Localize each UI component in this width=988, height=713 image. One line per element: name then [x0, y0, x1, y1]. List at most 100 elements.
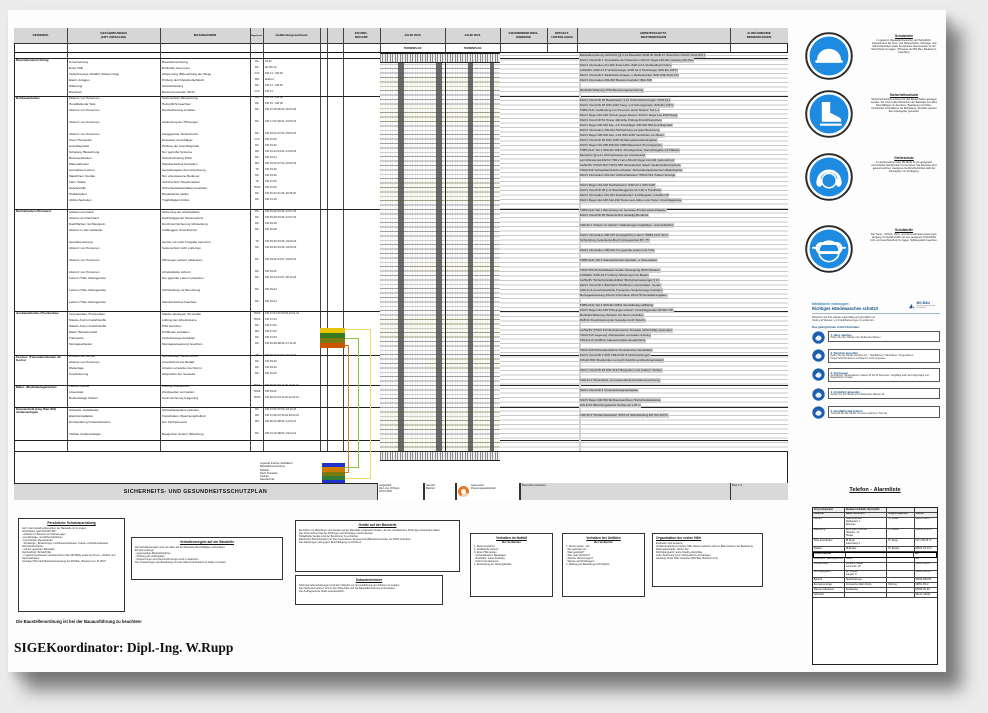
unfaelle-title: Verhalten bei Unfällen [586, 536, 621, 540]
text-line: KW 16-24 [265, 156, 277, 159]
col-massnahmen: Baustellenordnung Ersthelfer benennen Absp… [162, 53, 248, 451]
text-line: BG [255, 60, 259, 63]
alarm-cell-telefon: Telefon [915, 512, 924, 516]
pictogram-body: In gekennz. Baustellenbereichen gilt Hel… [871, 39, 937, 55]
text-line: DGUV Vorschrift 3 'Elektrische Anlagen u… [579, 73, 680, 78]
alarm-cell-ansprechpartner [887, 508, 915, 512]
text-line: KW 15-30 [265, 186, 277, 189]
text-line: DGUV Regel 101-038 /DIN EN 1996 Mauerwer… [579, 143, 663, 148]
text-line: KW 25-36 /15.06.-04.09.20 [265, 240, 297, 243]
alarm-cell-name: Stadt Erlensee Rathausstr. 1 Erlensee [845, 517, 888, 528]
wash-hands-icon [812, 388, 825, 401]
box-line: Sicherheitsschuhe: [22, 544, 44, 548]
text-line: Gerüstbelag /Seitenschutz [162, 354, 199, 358]
box-line: 1. Ruhe bewahren [474, 545, 495, 548]
alarm-cell-funktion: Polizei /Notruf [814, 552, 846, 557]
alarmliste-row: Bauleitung Arch.-Büro Schmidt Hauptstr. … [813, 528, 937, 540]
text-line: Absturz von Personen [69, 96, 100, 100]
erste-hilfe-title: Organisation der ersten Hilfe [656, 536, 702, 540]
text-line: Sichtprüfung vor Benutzung [162, 288, 201, 292]
text-line: KW 37-03 [265, 324, 277, 327]
connector-stub [345, 467, 358, 468]
notfall-lines: 1. Ruhe bewahren 2. Unfallstelle sichern 3… [474, 545, 549, 566]
alarmliste-row: Wasser /Abwasser Stadtwerke 06183 /91 90 [813, 588, 937, 594]
text-line: Leitern /Tritte /Kleingerüste [69, 300, 107, 304]
text-line: BG [255, 288, 259, 291]
text-line: Schweißerlaubnis einholen [162, 408, 199, 412]
text-line: Nur geprüfte Systeme [162, 150, 193, 154]
wash-step-title: 3. Zeit lassen [830, 370, 849, 375]
text-line: Ersthelfer benennen [162, 66, 190, 70]
text-line: BG [255, 210, 259, 213]
text-line [579, 428, 581, 433]
text-line: DIN 4124 /Böschungswinkel /Verbau ab 1,2… [579, 403, 642, 408]
geraete-box: Geräte auf der Baustelle Es dürfen nur M… [295, 520, 460, 572]
text-line: Nur unterwiesene Bediener [162, 174, 200, 178]
text-line: DGUV Regel 100-500 Kap. 2.29 /DIN 4235 '… [579, 133, 666, 138]
text-line: Absturz von Personen [69, 120, 100, 124]
text-line: BG [255, 156, 259, 159]
col-header-gewerke: GEWERKE [32, 33, 49, 38]
text-line: BG [255, 228, 259, 231]
text-line: DGUV Regel 100-501 /Erdbaumaschinen /Sic… [579, 398, 662, 403]
text-line: Gerüstbenutzung [69, 240, 93, 244]
ear-protection-pictogram [805, 153, 853, 201]
text-line [579, 373, 581, 378]
text-line: Nur geprüfte Leitern einsetzen [162, 276, 204, 280]
text-line: DIN [254, 150, 260, 153]
text-line: KW 15-18 /06.04.-30.04.20 [265, 108, 297, 111]
box-line: Aushang 'Erste Hilfe' beachten (BG Bau, … [656, 556, 719, 560]
alarmliste-title: Telefon - Alarmliste [849, 487, 901, 493]
text-line: Durchsturzsicherung /Abdeckung [162, 222, 208, 226]
alarm-cell-name [846, 552, 888, 557]
text-line: Transporte [69, 336, 84, 340]
alarmliste-row: Bauherr Stadt Erlensee Rathausstr. 1 Erl… [813, 517, 937, 529]
text-line: Merkblatt Witterung /PSA-Benutzungsveror… [579, 88, 644, 93]
alarm-cell-telefon: 112 [915, 557, 920, 561]
box-line: Den Anweisungen der Bauleitung und des S… [135, 560, 227, 564]
box-line: - bei Arbeiten übereinander [22, 538, 53, 542]
alarmliste-row: Ansprechpartner Neubau Umkleide /Sportpl… [813, 508, 937, 513]
text-line: Baustellenordnung /ArbSchG §§ 3-14 /Baus… [579, 53, 706, 58]
alarm-cell-name: Name /Anschrift [845, 512, 888, 517]
alarm-cell-telefon: 06181 /296-0 [915, 562, 930, 566]
gantt-dark-band [468, 63, 473, 451]
alarm-cell-ansprechpartner [887, 578, 915, 583]
text-line: KW 15-30 [265, 138, 277, 141]
alarm-cell-funktion: SiGe-Koordinator [813, 539, 846, 547]
text-line: KW 29-40 [265, 372, 277, 375]
box-line: - Was geschah? [566, 551, 585, 555]
alarm-cell-telefon: 06051 /84-0 [915, 583, 929, 586]
alarmliste-row: Statiker IB Becker Hr. Becker 06181 /22 … [813, 547, 937, 552]
col-header-bestimmungen: ARBEITSSCHUTZ- BESTIMMUNGEN [639, 31, 668, 39]
text-line [579, 298, 581, 303]
subunternehmer-lines: Subunternehmerleistungen sind dem SiGeKo… [299, 584, 439, 593]
text-line: DGUV Regel 112-198 'PSA gegen Absturz' /… [579, 308, 674, 313]
col-line [327, 28, 328, 451]
alarm-cell-telefon: 06183 /800-50 [915, 578, 932, 581]
col-header-ausfuehrende: AUSFÜHRENDE BEMERKUNGEN [746, 31, 772, 39]
gantt-chart [380, 63, 500, 451]
alarm-cell-funktion: Bauamt [813, 578, 846, 583]
bg-bau-logo: BG BAU Berufsgenossenschaft der Bauwirts… [908, 301, 942, 310]
text-line: UVV [254, 90, 260, 93]
col-header-gefaehrdungen: GEFÄHRDUNGEN (ART /URSACHE) [100, 31, 127, 39]
gewerk-label: Maler- /Bodenbelagarbeiten [16, 385, 57, 389]
text-line: DGUV Vorschrift 38 /DIN 1045 /Schalungsh… [579, 138, 658, 143]
alarm-cell-name: Stadtwerke [845, 588, 888, 593]
text-line: Sicherheitsdatenblätter beachten [162, 186, 208, 190]
text-line: BG [255, 120, 259, 123]
gantt-dark-band [398, 63, 404, 451]
gewerk-label: Ausbauarbeiten /Trockenbau [16, 311, 59, 315]
alarmliste-row: Funktion Name /Anschrift Ansprechpartner… [813, 512, 937, 518]
text-line: KW 15-16 [265, 198, 277, 201]
text-line: BG [255, 432, 259, 435]
alarm-cell-telefon: 06181 /33 44 5 [915, 528, 932, 532]
psa-box: Persönliche Schutzausrüstung Auf in den … [18, 518, 125, 612]
text-line: Koordinierung [69, 372, 89, 376]
text-line: GefStoffV /TRGS 610 /Emissionsarme Produ… [579, 328, 674, 333]
text-line: Elektr. Betriebsmittel [69, 330, 98, 334]
wash-step-box: 3. Zeit lassen Gründliches Händewaschen … [827, 368, 940, 383]
text-line: TRGS [253, 186, 261, 189]
